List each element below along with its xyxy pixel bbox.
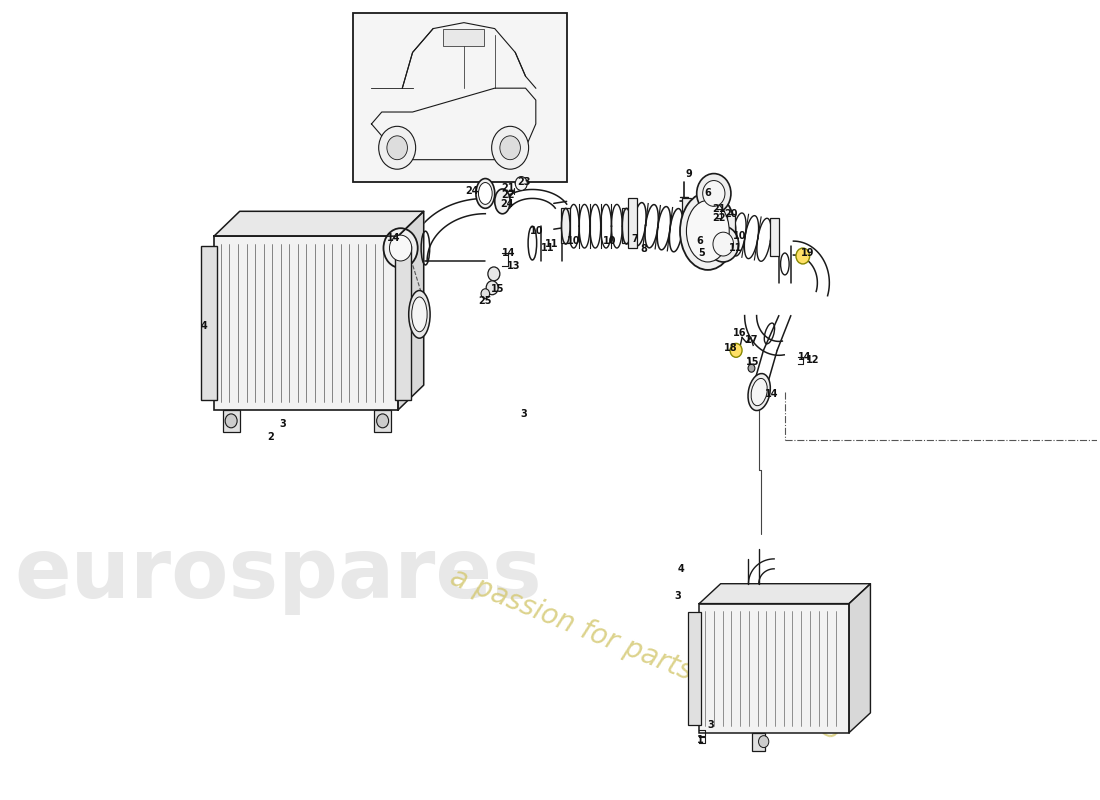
Circle shape (376, 414, 388, 428)
Bar (222, 410, 240, 432)
Text: 21: 21 (712, 204, 726, 214)
Text: 22: 22 (712, 214, 726, 223)
Text: 6: 6 (696, 236, 704, 246)
Bar (396, 246, 411, 400)
Bar (561, 208, 570, 243)
Ellipse shape (680, 193, 736, 270)
Text: 14: 14 (502, 248, 515, 258)
Text: 23: 23 (517, 177, 530, 186)
Text: 20: 20 (724, 210, 738, 219)
Text: 13: 13 (507, 261, 520, 271)
Ellipse shape (411, 297, 427, 332)
Text: 12: 12 (806, 355, 820, 366)
Text: 11: 11 (541, 243, 554, 253)
Text: 4: 4 (200, 321, 207, 330)
Text: 6: 6 (704, 189, 712, 198)
Circle shape (515, 177, 527, 190)
Circle shape (389, 235, 411, 261)
Circle shape (696, 174, 730, 214)
Bar (628, 198, 637, 248)
Circle shape (759, 736, 769, 747)
Ellipse shape (409, 290, 430, 338)
Bar (770, 218, 779, 256)
Text: 10: 10 (566, 236, 580, 246)
Text: 4: 4 (678, 564, 684, 574)
Bar (623, 208, 630, 243)
Text: 10: 10 (733, 231, 746, 241)
Polygon shape (700, 584, 870, 603)
Circle shape (492, 126, 529, 170)
Circle shape (796, 248, 810, 264)
Circle shape (499, 136, 520, 160)
Text: 24: 24 (500, 199, 514, 210)
Circle shape (486, 281, 498, 294)
Bar (353, 13, 566, 182)
Circle shape (378, 126, 416, 170)
Text: eurospares: eurospares (14, 534, 542, 615)
Text: 15: 15 (747, 358, 760, 367)
Ellipse shape (686, 200, 729, 262)
Text: 22: 22 (502, 190, 515, 201)
Bar (443, 29, 484, 46)
Ellipse shape (748, 374, 770, 410)
Bar (682, 198, 691, 248)
Text: 2: 2 (267, 432, 274, 442)
Ellipse shape (478, 182, 492, 204)
Bar (201, 246, 217, 400)
Bar (214, 236, 398, 410)
Text: 16: 16 (733, 329, 746, 338)
Ellipse shape (495, 189, 510, 214)
Text: 14: 14 (798, 352, 812, 362)
Text: 10: 10 (530, 226, 543, 236)
Circle shape (748, 364, 755, 372)
Text: 11: 11 (729, 243, 743, 253)
Polygon shape (214, 211, 424, 236)
Bar (727, 214, 735, 252)
Text: 5: 5 (698, 248, 705, 258)
Ellipse shape (751, 378, 767, 406)
Ellipse shape (476, 178, 495, 208)
Ellipse shape (481, 289, 490, 298)
Text: 18: 18 (724, 343, 738, 354)
Text: 19: 19 (801, 248, 815, 258)
Text: 15: 15 (492, 284, 505, 294)
Text: 14: 14 (387, 233, 400, 243)
Bar (374, 410, 392, 432)
Text: 14: 14 (766, 389, 779, 399)
Circle shape (707, 226, 738, 262)
Text: 9: 9 (685, 169, 692, 178)
Polygon shape (398, 211, 424, 410)
Circle shape (387, 136, 407, 160)
Text: 3: 3 (707, 720, 714, 730)
Circle shape (488, 267, 499, 281)
Text: 3: 3 (520, 409, 527, 419)
Text: 3: 3 (674, 590, 681, 601)
Circle shape (226, 414, 238, 428)
Text: 25: 25 (478, 296, 492, 306)
Text: 8: 8 (640, 244, 647, 254)
Polygon shape (849, 584, 870, 733)
Text: 1: 1 (696, 734, 704, 745)
Text: 7: 7 (631, 234, 638, 244)
Circle shape (713, 232, 734, 256)
Bar (700, 603, 849, 733)
Circle shape (703, 181, 725, 206)
Text: 17: 17 (745, 335, 758, 346)
Circle shape (730, 343, 743, 358)
Text: 3: 3 (279, 419, 286, 429)
Bar (751, 733, 766, 750)
Circle shape (384, 228, 418, 268)
Bar (689, 611, 701, 725)
Text: a passion for parts since 1985: a passion for parts since 1985 (446, 562, 845, 746)
Text: 24: 24 (465, 186, 480, 197)
Text: 11: 11 (544, 239, 558, 249)
Text: 10: 10 (603, 236, 616, 246)
Text: 21: 21 (502, 183, 515, 194)
